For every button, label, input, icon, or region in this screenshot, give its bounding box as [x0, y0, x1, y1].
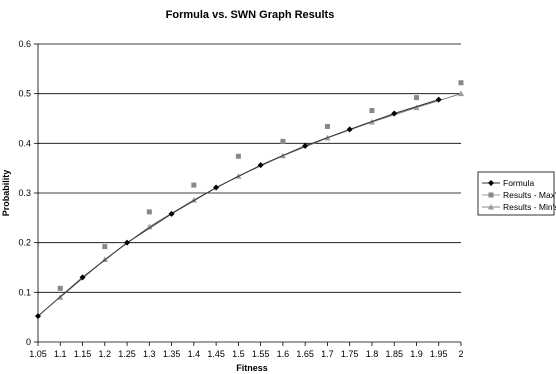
x-tick-label: 1.8: [366, 349, 379, 359]
data-point: [79, 274, 86, 281]
x-tick-label: 1.45: [207, 349, 225, 359]
series-0: [35, 96, 442, 320]
data-point: [413, 95, 419, 101]
x-tick-label: 1.4: [188, 349, 201, 359]
data-point: [57, 285, 63, 291]
x-tick-label: 1.65: [296, 349, 314, 359]
x-tick-label: 1.7: [321, 349, 334, 359]
chart-title: Formula vs. SWN Graph Results: [166, 9, 335, 21]
plot-series: [35, 80, 464, 320]
x-tick-label: 2: [458, 349, 463, 359]
data-point: [391, 110, 398, 117]
legend-label: Formula: [503, 178, 534, 188]
y-tick-label: 0.5: [18, 89, 31, 99]
data-point: [168, 210, 175, 217]
legend-marker: [488, 180, 494, 186]
x-tick-label: 1.3: [143, 349, 156, 359]
axes: [34, 43, 462, 346]
legend-label: Results - Max's: [503, 190, 556, 200]
data-point: [102, 244, 108, 250]
x-tick-label: 1.95: [430, 349, 448, 359]
x-tick-label: 1.55: [252, 349, 270, 359]
data-point: [302, 142, 309, 149]
tick-labels: 0 0.1 0.2 0.3 0.4 0.5 0.6 1.05 1.1 1.15 1.2 1.25 1.3…: [18, 39, 463, 359]
series-1: [57, 80, 464, 291]
data-point: [146, 223, 153, 230]
y-tick-label: 0.1: [18, 287, 31, 297]
legend: Formula Results - Max's Results - Min's: [477, 171, 556, 216]
data-point: [413, 104, 420, 111]
data-point: [346, 126, 353, 133]
data-point: [324, 123, 330, 129]
data-point: [369, 108, 375, 114]
x-tick-label: 1.25: [118, 349, 136, 359]
series-line: [37, 99, 439, 317]
x-tick-label: 1.75: [341, 349, 359, 359]
x-tick-label: 1.35: [163, 349, 181, 359]
y-tick-label: 0: [26, 337, 31, 347]
x-tick-label: 1.6: [277, 349, 290, 359]
x-tick-label: 1.2: [99, 349, 112, 359]
gridlines: [38, 43, 461, 293]
x-tick-label: 1.85: [385, 349, 403, 359]
y-tick-label: 0.3: [18, 188, 31, 198]
legend-marker: [488, 192, 494, 198]
x-tick-label: 1.05: [29, 349, 47, 359]
x-tick-label: 1.1: [54, 349, 67, 359]
y-axis-title: Probability: [1, 170, 11, 217]
data-point: [458, 90, 464, 97]
y-tick-label: 0.4: [18, 138, 31, 148]
data-point: [257, 162, 264, 169]
data-point: [191, 182, 197, 188]
data-point: [458, 80, 464, 86]
y-tick-label: 0.6: [18, 39, 31, 49]
data-point: [435, 96, 442, 103]
data-point: [35, 313, 41, 320]
series-line: [59, 93, 462, 298]
data-point: [280, 138, 286, 144]
x-tick-label: 1.9: [410, 349, 423, 359]
data-point: [146, 209, 152, 215]
series-2: [57, 90, 464, 300]
x-tick-label: 1.15: [74, 349, 92, 359]
data-point: [124, 239, 131, 246]
legend-label: Results - Min's: [503, 202, 556, 212]
y-tick-label: 0.2: [18, 238, 31, 248]
x-tick-label: 1.5: [232, 349, 245, 359]
data-point: [213, 184, 220, 191]
legend-marker: [488, 204, 494, 210]
data-point: [235, 153, 241, 159]
x-axis-title: Fitness: [236, 363, 268, 373]
